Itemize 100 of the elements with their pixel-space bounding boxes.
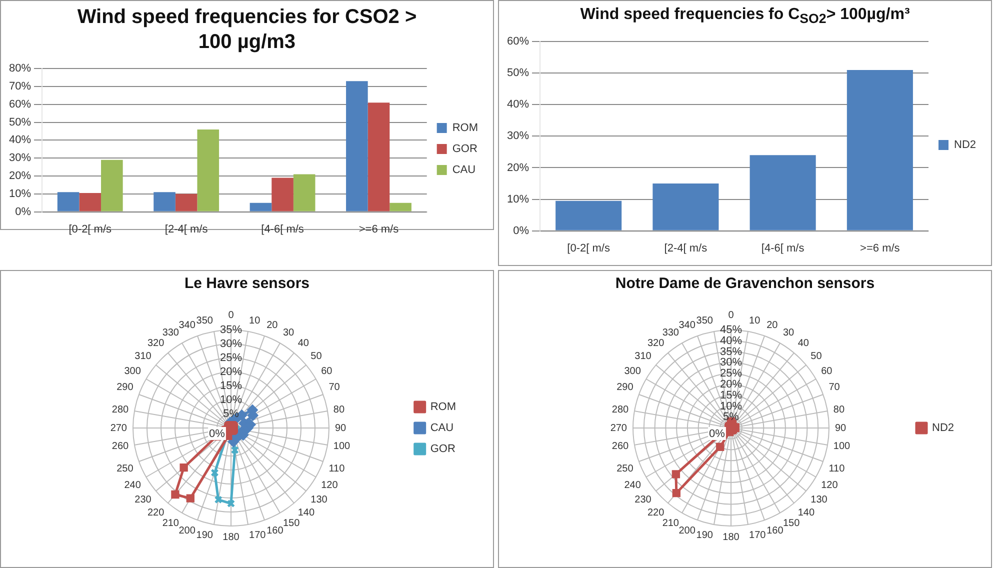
spoke-label: 120 [821,480,838,490]
spoke-label: 50 [310,350,322,362]
legend-label: ND2 [932,422,954,434]
spoke-label: 0 [728,310,734,320]
spoke-label: 130 [310,494,328,506]
spoke-label: 40 [798,338,810,349]
spoke-label: 280 [612,404,630,416]
spoke-label: 130 [810,494,828,506]
chart-title: Wind speed frequencies fo C$_{SO2}$> 100µg/m³ [580,5,910,28]
spoke-label: 140 [798,507,815,518]
spoke-label: 240 [124,480,142,490]
y-tick-label: 30% [220,338,242,350]
x-tick-label: >=6 m/s [860,242,900,254]
x-tick-label: [4-6[ m/s [761,242,805,254]
legend-label: ROM [452,122,478,134]
spoke-label: 310 [134,350,152,362]
y-tick-label: 80% [8,62,32,75]
spoke-label: 240 [624,480,642,490]
spoke-label: 30 [283,327,295,338]
y-tick-label: 30% [720,356,742,368]
spoke-label: 90 [335,422,347,434]
spoke-label: 160 [266,525,284,536]
spoke-label: 160 [766,525,784,536]
spoke-label: 10 [249,315,261,326]
spoke-label: 150 [783,518,800,529]
spoke-label: 310 [634,350,652,362]
spoke-label: 300 [124,366,142,376]
legend-label: GOR [430,442,456,455]
spoke-label: 30 [783,327,795,338]
x-tick-label: [0-2[ m/s [567,242,610,254]
y-tick-label: 20% [220,366,242,378]
y-tick-label: 0% [209,428,226,440]
spoke-label: 90 [835,422,847,434]
spoke-label: 20 [766,320,778,331]
y-tick-label: 10% [506,193,530,206]
x-tick-label: [4-6[ m/s [261,223,304,236]
y-tick-label: 20% [720,378,742,390]
spoke-label: 260 [112,440,130,452]
spoke-label: 10 [749,315,761,326]
spoke-label: 40 [298,338,310,349]
chart-title: Notre Dame de Gravenchon sensors [615,275,875,294]
spoke-label: 270 [610,422,628,434]
y-tick-label: 10% [220,394,242,406]
spoke-label: 300 [624,366,642,376]
y-tick-label: 5% [723,410,740,423]
spoke-label: 230 [634,494,652,506]
y-tick-label: 60% [506,35,530,48]
y-tick-label: 30% [506,130,530,142]
spoke-label: 190 [696,530,714,541]
y-tick-label: 0% [513,224,530,237]
y-tick-label: 60% [8,98,32,110]
y-tick-label: 25% [220,352,242,364]
spoke-label: 250 [616,463,634,474]
spoke-label: 330 [162,327,180,338]
spoke-label: 340 [678,320,696,331]
spoke-label: 170 [749,530,766,541]
y-tick-label: 35% [220,324,242,336]
spoke-label: 70 [828,382,840,393]
spoke-label: 320 [647,338,665,349]
spoke-label: 220 [147,507,165,518]
x-tick-label: [2-4[ m/s [664,242,708,254]
spoke-label: 150 [283,518,300,529]
spoke-label: 290 [116,382,134,393]
x-tick-label: >=6 m/s [358,223,400,236]
y-tick-label: 10% [8,188,32,200]
spoke-label: 70 [328,382,340,393]
y-tick-label: 40% [720,334,742,347]
spoke-label: 340 [178,320,196,331]
spoke-label: 270 [110,422,128,434]
y-tick-label: 15% [720,389,742,402]
spoke-label: 250 [116,463,134,474]
spoke-label: 320 [147,338,165,349]
legend-label: ROM [430,400,456,413]
legend-label: ND2 [954,138,976,151]
spoke-label: 230 [134,494,152,506]
spoke-label: 210 [662,518,680,529]
spoke-label: 290 [616,382,634,393]
y-tick-label: 50% [506,67,530,80]
spoke-label: 190 [196,530,214,541]
spoke-label: 280 [112,404,130,416]
spoke-label: 50 [810,350,822,362]
y-tick-label: 70% [8,80,32,93]
y-tick-label: 20% [8,170,32,182]
y-tick-label: 15% [220,380,242,392]
legend-label: CAU [430,422,454,434]
y-tick-label: 0% [15,206,32,218]
spoke-label: 120 [321,480,338,490]
spoke-label: 100 [333,440,351,452]
spoke-label: 260 [612,440,630,452]
legend-label: GOR [452,143,478,156]
spoke-label: 220 [647,507,665,518]
spoke-label: 60 [321,366,333,376]
y-tick-label: 45% [720,324,742,336]
spoke-label: 110 [828,463,846,474]
spoke-label: 80 [333,404,345,416]
spoke-label: 350 [696,315,714,326]
chart-title: Wind speed frequencies for CSO2 > 100 µg/m3 [76,5,418,55]
spoke-label: 20 [266,320,278,331]
spoke-label: 180 [722,532,740,542]
spoke-label: 350 [196,315,214,326]
